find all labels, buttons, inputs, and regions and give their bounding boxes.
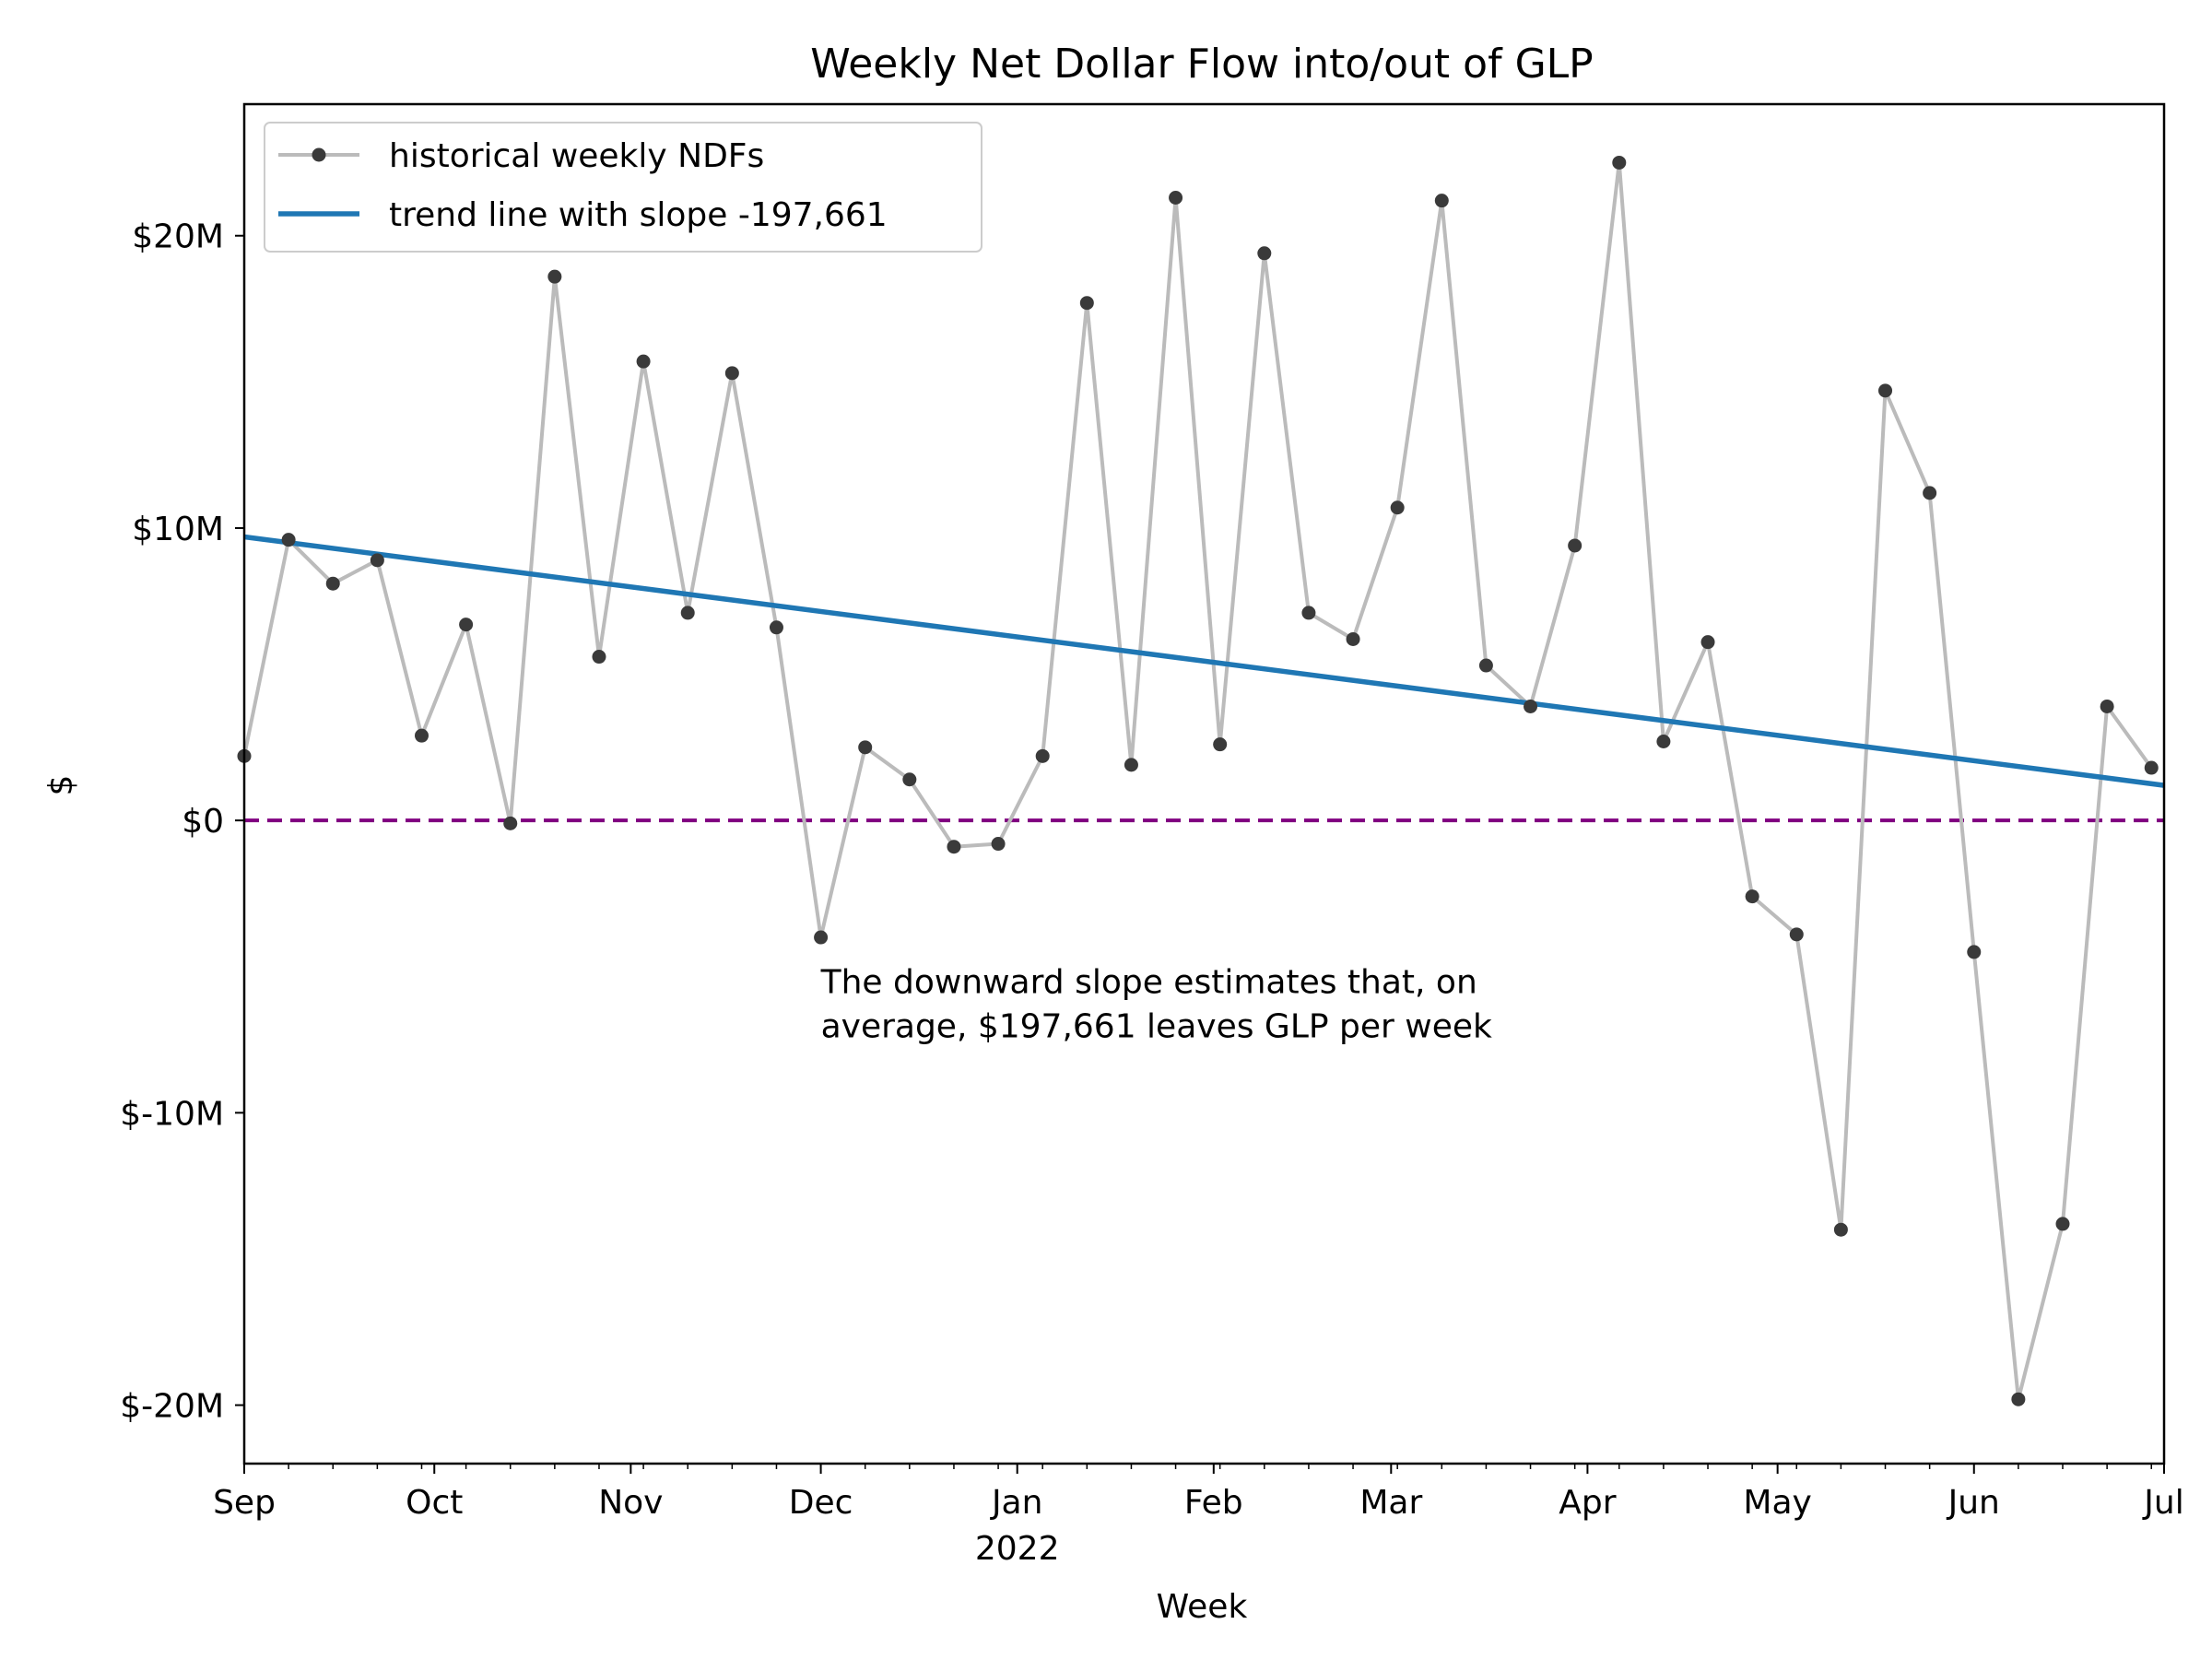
y-tick-label: $0 bbox=[182, 803, 224, 841]
annotation-line-1: The downward slope estimates that, on bbox=[820, 963, 1477, 1001]
y-axis-label: $ bbox=[42, 775, 80, 796]
ndf-point bbox=[1656, 735, 1671, 749]
x-tick-label: Dec bbox=[789, 1484, 853, 1522]
y-tick-label: $-10M bbox=[120, 1095, 224, 1133]
trend-line bbox=[243, 534, 2165, 788]
plot-frame bbox=[242, 102, 2166, 1465]
x-tick-label: Mar bbox=[1359, 1484, 1422, 1522]
ndf-point bbox=[1035, 748, 1050, 763]
ndf-point bbox=[1612, 155, 1627, 170]
ndf-point bbox=[636, 354, 651, 369]
ndf-point bbox=[370, 553, 384, 568]
x-tick-label: Nov bbox=[598, 1484, 663, 1522]
x-tick-label: May bbox=[1743, 1484, 1811, 1522]
ndf-point bbox=[947, 840, 961, 854]
ndf-point bbox=[592, 650, 606, 665]
ndf-point bbox=[1700, 635, 1715, 650]
ndf-point bbox=[503, 816, 518, 830]
ndf-point bbox=[902, 772, 917, 787]
ndf-point bbox=[281, 533, 296, 547]
ndf-point bbox=[858, 740, 873, 755]
ndf-point bbox=[1079, 296, 1094, 311]
y-tick-label: $10M bbox=[132, 511, 224, 548]
ndf-point bbox=[1124, 758, 1138, 772]
x-tick-label: Jun bbox=[1947, 1484, 2000, 1522]
ndf-point bbox=[1833, 1222, 1848, 1237]
x-tick-label: Feb bbox=[1184, 1484, 1243, 1522]
ndf-point bbox=[1390, 500, 1405, 515]
ndf-point bbox=[547, 269, 562, 284]
ndf-point bbox=[2055, 1217, 2070, 1231]
ndf-point bbox=[1257, 246, 1272, 261]
ndf-point bbox=[1568, 538, 1583, 553]
legend-label-historical: historical weekly NDFs bbox=[389, 137, 764, 175]
ndf-point bbox=[1434, 194, 1449, 208]
ndf-point bbox=[1878, 383, 1893, 398]
legend-label-trend: trend line with slope -197,661 bbox=[389, 196, 888, 234]
ndf-point bbox=[1301, 606, 1316, 620]
ndf-point bbox=[769, 620, 783, 635]
y-tick-label: $-20M bbox=[120, 1388, 224, 1426]
chart-title: Weekly Net Dollar Flow into/out of GLP bbox=[810, 41, 1593, 88]
x-tick-label: Sep bbox=[213, 1484, 276, 1522]
ndf-point bbox=[1169, 191, 1183, 206]
ndf-point bbox=[414, 728, 429, 743]
ndf-point bbox=[2144, 760, 2159, 775]
ndf-point bbox=[2011, 1392, 2026, 1406]
ndf-point bbox=[1524, 699, 1538, 713]
ndf-point bbox=[2100, 699, 2114, 713]
x-axis-label: Week bbox=[1157, 1588, 1248, 1626]
ndf-point bbox=[459, 618, 474, 632]
ndf-point bbox=[1213, 737, 1228, 752]
x-tick-label: Jan bbox=[990, 1484, 1043, 1522]
ndf-point bbox=[1967, 945, 1982, 959]
historical-ndf-line bbox=[242, 160, 2153, 1402]
ndf-point bbox=[814, 930, 829, 945]
ndf-point bbox=[1745, 889, 1759, 904]
ndf-point bbox=[991, 837, 1006, 852]
ndf-point bbox=[325, 576, 340, 591]
ndf-point bbox=[1478, 658, 1493, 673]
x-tick-label: Jul bbox=[2142, 1484, 2183, 1522]
x-tick-label: Oct bbox=[406, 1484, 463, 1522]
ndf-point bbox=[1346, 631, 1360, 646]
ndf-point bbox=[724, 366, 739, 381]
x-tick-sublabel: 2022 bbox=[975, 1530, 1060, 1568]
annotation-line-2: average, $197,661 leaves GLP per week bbox=[821, 1007, 1492, 1045]
ndf-point bbox=[1923, 486, 1937, 500]
ndf-point bbox=[680, 606, 695, 620]
legend-box bbox=[264, 122, 982, 253]
y-tick-label: $20M bbox=[132, 218, 224, 256]
ndf-point bbox=[1789, 927, 1804, 942]
legend-marker-historical bbox=[312, 147, 326, 162]
x-tick-label: Apr bbox=[1559, 1484, 1616, 1522]
